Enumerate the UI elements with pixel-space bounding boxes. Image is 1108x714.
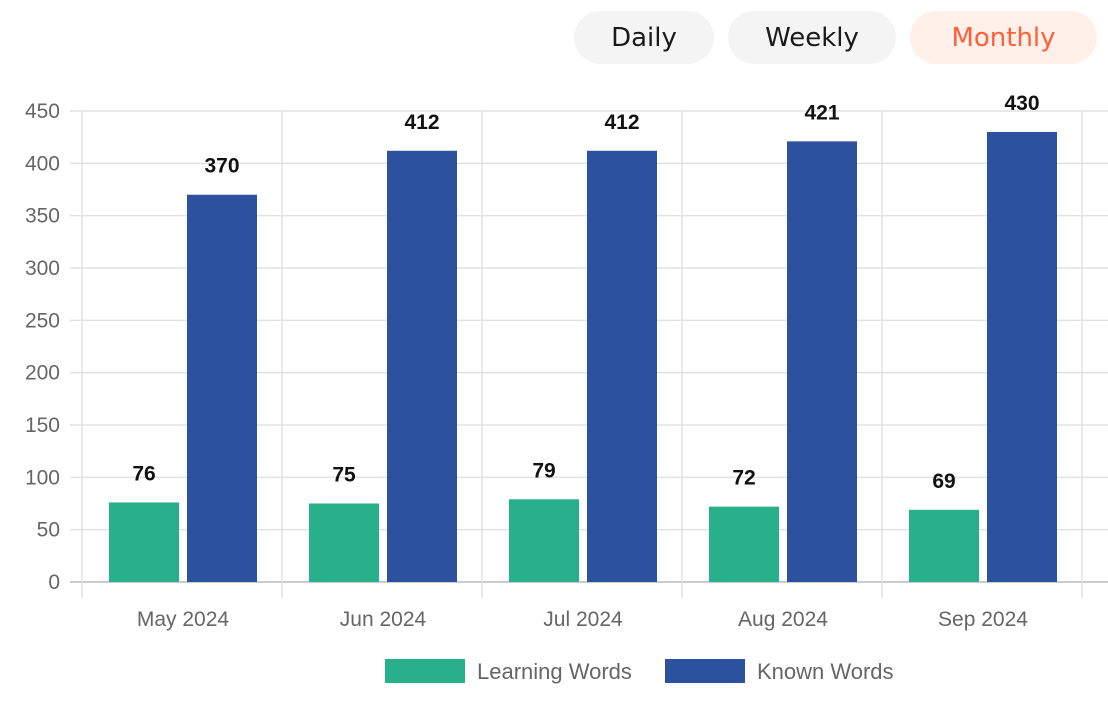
bar-learning-words: [509, 499, 579, 582]
data-label: 79: [532, 459, 555, 482]
legend-swatch-known-words: [665, 659, 745, 683]
bar-known-words: [587, 150, 657, 583]
x-tick-label: May 2024: [137, 608, 230, 631]
y-tick-label: 50: [37, 519, 60, 542]
y-tick-label: 400: [25, 152, 60, 175]
data-label: 72: [732, 467, 755, 490]
x-tick-label: Sep 2024: [938, 608, 1028, 631]
data-label: 370: [204, 155, 239, 178]
bar-known-words: [987, 131, 1057, 582]
y-tick-label: 450: [25, 100, 60, 123]
data-label: 75: [332, 464, 356, 487]
bar-known-words: [187, 194, 257, 582]
bar-known-words: [787, 141, 857, 582]
y-tick-label: 150: [25, 414, 60, 437]
x-tick-label: Aug 2024: [738, 608, 828, 631]
x-tick-label: Jul 2024: [543, 608, 623, 631]
legend-label-learning-words: Learning Words: [477, 659, 632, 684]
data-label: 430: [1004, 92, 1039, 115]
data-label: 69: [932, 470, 955, 493]
toggle-weekly[interactable]: Weekly: [728, 11, 896, 64]
y-tick-label: 0: [48, 571, 60, 594]
bar-learning-words: [109, 502, 179, 582]
bar-known-words: [387, 150, 457, 583]
y-tick-label: 100: [25, 466, 60, 489]
data-label: 412: [404, 111, 439, 134]
data-label: 76: [132, 462, 155, 485]
legend-swatch-learning-words: [385, 659, 465, 683]
y-tick-label: 200: [25, 362, 60, 385]
toggle-monthly[interactable]: Monthly: [910, 11, 1097, 64]
bar-learning-words: [909, 509, 979, 582]
data-label: 421: [804, 101, 839, 124]
legend-label-known-words: Known Words: [757, 659, 894, 684]
bar-learning-words: [709, 506, 779, 582]
y-tick-label: 350: [25, 205, 60, 228]
bar-learning-words: [309, 503, 379, 582]
y-tick-label: 300: [25, 257, 60, 280]
toggle-daily[interactable]: Daily: [574, 11, 714, 64]
data-label: 412: [604, 111, 639, 134]
y-tick-label: 250: [25, 309, 60, 332]
x-tick-label: Jun 2024: [340, 608, 427, 631]
